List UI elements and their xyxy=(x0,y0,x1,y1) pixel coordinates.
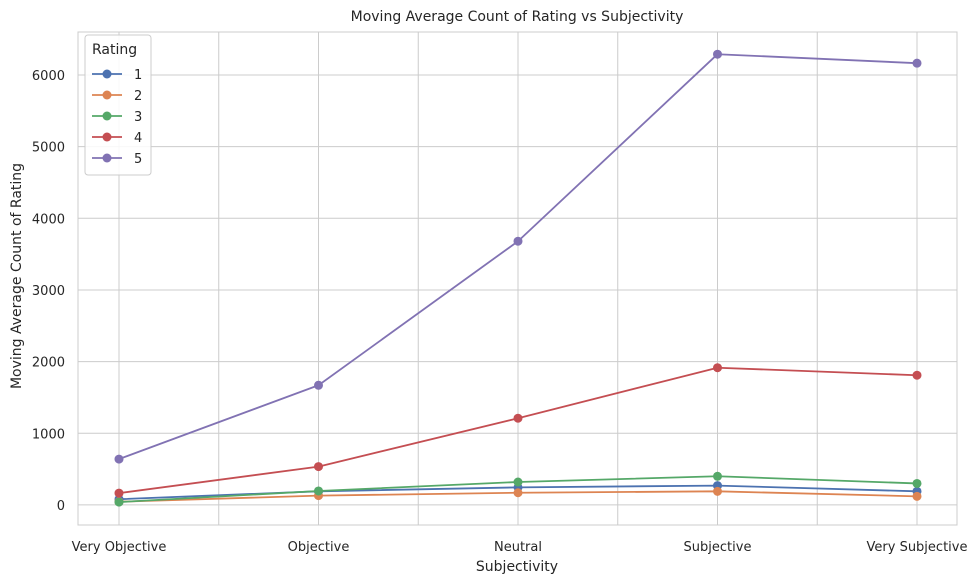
legend-marker xyxy=(102,90,112,100)
data-point xyxy=(713,486,722,496)
data-point xyxy=(713,471,722,481)
x-tick-label: Very Subjective xyxy=(867,540,968,555)
series-3 xyxy=(114,471,922,507)
legend-label: 1 xyxy=(134,68,142,83)
data-point xyxy=(912,478,922,488)
legend-label: 2 xyxy=(134,89,142,104)
legend-items: 1 2 3 4 5 xyxy=(92,68,142,167)
y-tick-label: 0 xyxy=(57,499,65,514)
legend-marker xyxy=(102,153,112,163)
data-point xyxy=(114,454,124,464)
y-tick-labels: 0 1000 2000 3000 4000 5000 6000 xyxy=(32,69,65,514)
y-tick-label: 4000 xyxy=(32,212,65,227)
y-tick-label: 2000 xyxy=(32,356,65,371)
y-tick-label: 6000 xyxy=(32,69,65,84)
data-point xyxy=(513,236,523,246)
data-point xyxy=(114,497,124,507)
legend-item: 3 xyxy=(92,110,142,125)
data-point xyxy=(314,462,323,472)
y-tick-label: 1000 xyxy=(32,427,65,442)
x-tick-label: Neutral xyxy=(494,540,542,555)
legend-box xyxy=(84,34,152,176)
series-layer xyxy=(114,49,922,507)
legend-item: 2 xyxy=(92,89,142,104)
legend-marker xyxy=(102,132,112,142)
legend-item: 4 xyxy=(92,131,142,146)
data-point xyxy=(513,413,523,423)
legend: Rating 1 2 3 4 5 xyxy=(84,34,152,176)
data-point xyxy=(314,380,323,390)
chart-title: Moving Average Count of Rating vs Subjec… xyxy=(351,9,684,25)
legend-label: 3 xyxy=(134,110,142,125)
data-point xyxy=(912,370,922,380)
y-tick-label: 5000 xyxy=(32,141,65,156)
y-tick-label: 3000 xyxy=(32,284,65,299)
legend-marker xyxy=(102,69,112,79)
grid xyxy=(78,32,957,525)
series-5 xyxy=(114,49,922,464)
x-tick-label: Subjective xyxy=(684,540,752,555)
data-point xyxy=(713,49,722,59)
series-4 xyxy=(114,363,922,498)
data-point xyxy=(713,363,722,373)
x-tick-label: Very Objective xyxy=(72,540,167,555)
data-point xyxy=(513,477,523,487)
y-axis-label: Moving Average Count of Rating xyxy=(9,163,25,389)
data-point xyxy=(513,488,523,498)
data-point xyxy=(912,491,922,501)
legend-label: 5 xyxy=(134,152,142,167)
data-point xyxy=(912,58,922,68)
legend-item: 1 xyxy=(92,68,142,83)
data-point xyxy=(114,488,124,498)
plot-frame xyxy=(77,31,958,526)
legend-marker xyxy=(102,111,112,121)
x-tick-labels: Very Objective Objective Neutral Subjective… xyxy=(72,540,968,555)
legend-title: Rating xyxy=(92,42,137,58)
data-point xyxy=(314,486,323,496)
legend-item: 5 xyxy=(92,152,142,167)
x-tick-label: Objective xyxy=(288,540,350,555)
x-axis-label: Subjectivity xyxy=(476,559,558,575)
legend-label: 4 xyxy=(134,131,142,146)
